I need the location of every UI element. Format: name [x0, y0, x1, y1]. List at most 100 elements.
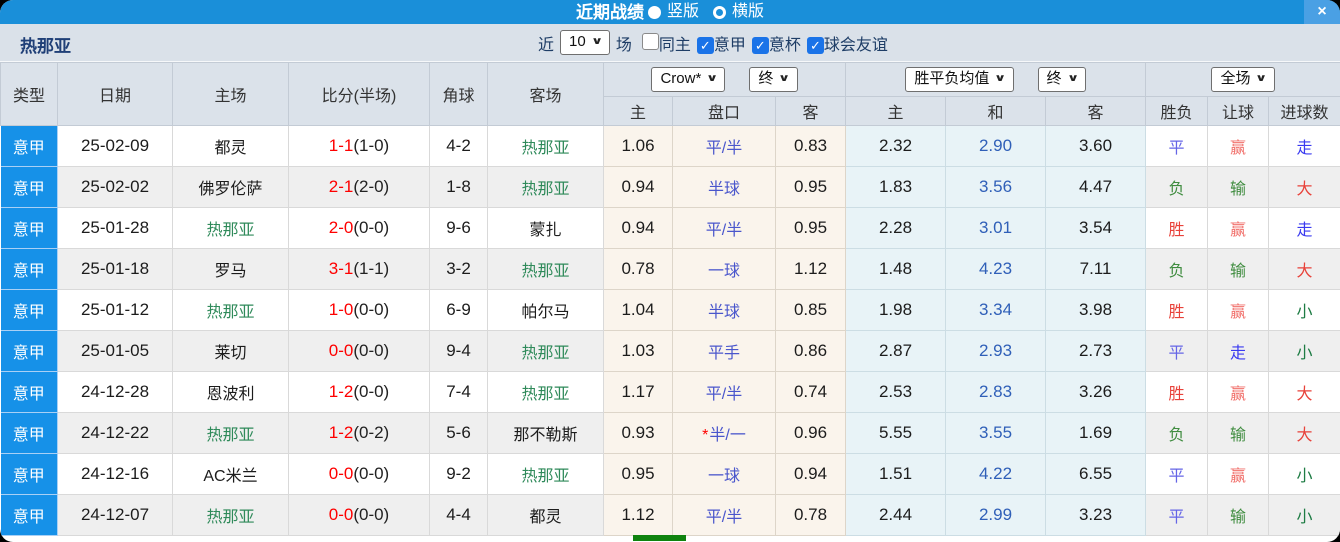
checkbox-checked-icon[interactable]: ✓ [696, 36, 714, 54]
subheader-handicap: 盘口 [672, 96, 776, 126]
date-cell: 24-12-22 [57, 412, 173, 454]
avg-away-odds-cell: 3.23 [1045, 494, 1147, 536]
team-name: 热那亚 [20, 37, 71, 56]
handicap-cell: 平/半 [672, 207, 776, 249]
subheader-handicap-outcome: 让球 [1207, 96, 1270, 126]
handicap-outcome-cell: 赢 [1207, 289, 1270, 331]
away-team-cell: 热那亚 [487, 453, 604, 495]
radio-unselected-icon[interactable] [713, 5, 726, 19]
subheader-crow-home: 主 [603, 96, 673, 126]
date-cell: 25-01-18 [57, 248, 173, 290]
chevron-down-icon: ∨ [994, 73, 1007, 85]
date-cell: 25-01-12 [57, 289, 173, 331]
away-team-cell: 热那亚 [487, 371, 604, 413]
away-team-cell: 热那亚 [487, 248, 604, 290]
select-value: 胜平负均值 [914, 70, 990, 88]
handicap-cell: 平手 [672, 330, 776, 372]
league-cell: 意甲 [0, 371, 58, 413]
match-row: 意甲 25-02-09 都灵 1-1(1-0) 4-2 热那亚 1.06 平/半 0.83 2.3… [0, 125, 1340, 167]
full-select[interactable]: 全场 ∨ [1211, 67, 1275, 92]
odds-group-avg: 胜平负均值 ∨ 终 ∨ [845, 62, 1147, 97]
date-cell: 24-12-07 [57, 494, 173, 536]
league-cell: 意甲 [0, 453, 58, 495]
close-button[interactable]: × [1304, 0, 1340, 24]
radio-selected-icon[interactable] [647, 5, 661, 19]
home-team-cell: AC米兰 [172, 453, 289, 495]
date-cell: 25-01-28 [57, 207, 173, 249]
home-team-cell: 都灵 [172, 125, 289, 167]
avg-home-odds-cell: 2.32 [845, 125, 947, 167]
recent-count-select[interactable]: 10 ∨ [560, 30, 610, 55]
handicap-outcome-cell: 赢 [1207, 125, 1270, 167]
outcome-cell: 胜 [1145, 289, 1209, 331]
checkbox-checked-icon[interactable]: ✓ [751, 36, 769, 54]
crow-away-odds-cell: 0.83 [774, 125, 847, 167]
outcome-cell: 平 [1145, 330, 1209, 372]
header-corners: 角球 [429, 62, 488, 126]
filter-label[interactable]: 同主 [658, 36, 691, 54]
date-cell: 25-02-02 [57, 166, 173, 208]
header-away: 客场 [487, 62, 604, 126]
crow-select[interactable]: Crow* ∨ [651, 67, 726, 92]
league-cell: 意甲 [0, 289, 58, 331]
results-tbody: 意甲 25-02-09 都灵 1-1(1-0) 4-2 热那亚 1.06 平/半 0.83 2.3… [0, 125, 1340, 536]
outcome-cell: 平 [1145, 494, 1209, 536]
filter-label[interactable]: 意杯 [768, 36, 801, 54]
avg-away-odds-cell: 1.69 [1045, 412, 1147, 454]
away-team-cell: 那不勒斯 [487, 412, 604, 454]
subheader-outcome: 胜负 [1145, 96, 1209, 126]
subheader-crow-away: 客 [774, 96, 847, 126]
match-row: 意甲 25-02-02 佛罗伦萨 2-1(2-0) 1-8 热那亚 0.94 半球 0.95 1.… [0, 166, 1340, 208]
recent-suffix-label: 场 [615, 36, 632, 54]
crow-away-odds-cell: 0.74 [774, 371, 847, 413]
handicap-outcome-cell: 赢 [1207, 371, 1270, 413]
match-row: 意甲 24-12-07 热那亚 0-0(0-0) 4-4 都灵 1.12 平/半 0.78 2.4… [0, 494, 1340, 536]
date-cell: 25-01-05 [57, 330, 173, 372]
score-cell: 1-0(0-0) [288, 289, 430, 331]
avg-draw-odds-cell: 2.99 [945, 494, 1047, 536]
corners-cell: 5-6 [429, 412, 488, 454]
view-option-label[interactable]: 竖版 [666, 3, 699, 20]
crow-select[interactable]: 终 ∨ [749, 67, 798, 92]
crow-home-odds-cell: 0.93 [603, 412, 673, 454]
avg-select[interactable]: 胜平负均值 ∨ [905, 67, 1014, 92]
goals-outcome-cell: 大 [1268, 371, 1340, 413]
handicap-outcome-cell: 赢 [1207, 453, 1270, 495]
corners-cell: 6-9 [429, 289, 488, 331]
corners-cell: 1-8 [429, 166, 488, 208]
avg-home-odds-cell: 1.83 [845, 166, 947, 208]
checkbox-checked-icon[interactable]: ✓ [806, 36, 824, 54]
avg-away-odds-cell: 7.11 [1045, 248, 1147, 290]
away-team-cell: 帕尔马 [487, 289, 604, 331]
chevron-down-icon: ∨ [590, 36, 603, 48]
league-cell: 意甲 [0, 248, 58, 290]
checkbox-unchecked-icon[interactable] [641, 32, 659, 50]
filter-label[interactable]: 意甲 [713, 36, 746, 54]
home-team-cell: 罗马 [172, 248, 289, 290]
away-team-cell: 热那亚 [487, 330, 604, 372]
crow-home-odds-cell: 0.95 [603, 453, 673, 495]
filter-bar: 热那亚 近 10 ∨ 场 同主 ✓ 意甲 ✓ 意杯 ✓ 球会友谊 [0, 24, 1340, 62]
corners-cell: 9-4 [429, 330, 488, 372]
handicap-cell: 一球 [672, 453, 776, 495]
handicap-cell: 平/半 [672, 125, 776, 167]
table-header: 类型 日期 主场 比分(半场) 角球 客场 Crow* ∨ 终 ∨ 胜平负均值 ∨ 终 ∨ … [0, 62, 1340, 126]
handicap-cell: 半球 [672, 289, 776, 331]
avg-select[interactable]: 终 ∨ [1037, 67, 1086, 92]
league-cell: 意甲 [0, 494, 58, 536]
avg-draw-odds-cell: 4.22 [945, 453, 1047, 495]
crow-away-odds-cell: 0.95 [774, 207, 847, 249]
handicap-outcome-cell: 走 [1207, 330, 1270, 372]
select-value: 终 [1046, 70, 1062, 88]
corners-cell: 9-2 [429, 453, 488, 495]
view-option-label[interactable]: 横版 [732, 3, 765, 20]
home-team-cell: 莱切 [172, 330, 289, 372]
avg-away-odds-cell: 3.26 [1045, 371, 1147, 413]
league-cell: 意甲 [0, 207, 58, 249]
goals-outcome-cell: 走 [1268, 125, 1340, 167]
score-cell: 0-0(0-0) [288, 494, 430, 536]
avg-home-odds-cell: 1.98 [845, 289, 947, 331]
corners-cell: 3-2 [429, 248, 488, 290]
handicap-cell: *半/一 [672, 412, 776, 454]
filter-label[interactable]: 球会友谊 [823, 36, 888, 54]
